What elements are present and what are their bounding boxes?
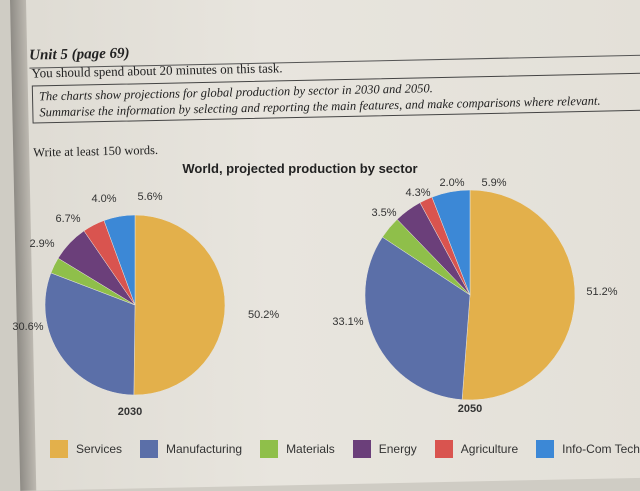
slice-label-2050-5: 5.9%: [481, 177, 506, 189]
slice-label-2050-4: 2.0%: [439, 177, 464, 189]
chart-legend: Services Manufacturing Materials Energy Agri…: [50, 440, 640, 458]
legend-item-services: Services: [50, 440, 122, 458]
legend-swatch: [352, 440, 371, 458]
slice-label-2050-1: 33.1%: [332, 316, 363, 328]
pie-slice-2030-services: [133, 214, 226, 396]
pie-slice-2050-services: [461, 189, 576, 401]
legend-label: Agriculture: [460, 442, 519, 456]
legend-label: Materials: [286, 442, 335, 456]
slice-label-2050-3: 4.3%: [405, 187, 430, 199]
legend-label: Services: [76, 442, 123, 456]
chart-title: World, projected production by sector: [182, 161, 417, 176]
legend-item-agriculture: Agriculture: [434, 440, 519, 458]
slice-label-2030-3: 6.7%: [55, 213, 80, 225]
legend-swatch: [140, 440, 159, 458]
slice-label-2050-0: 51.2%: [586, 286, 617, 298]
slice-label-2030-0: 50.2%: [248, 309, 279, 321]
legend-swatch: [260, 440, 279, 458]
slice-label-2030-4: 4.0%: [91, 193, 116, 205]
legend-swatch: [434, 440, 453, 458]
legend-label: Info-Com Tech: [562, 442, 640, 456]
legend-label: Manufacturing: [166, 442, 243, 456]
legend-item-manufacturing: Manufacturing: [140, 440, 242, 458]
pie-year-label-2050: 2050: [458, 403, 482, 415]
legend-item-materials: Materials: [260, 440, 335, 458]
pie-slice-2030-manufacturing: [44, 272, 136, 396]
legend-swatch: [50, 440, 68, 458]
slice-label-2030-1: 30.6%: [12, 321, 43, 333]
pie-slice-2050-info-com-tech: [431, 189, 471, 296]
legend-label: Energy: [378, 442, 417, 456]
legend-item-info-com-tech: Info-Com Tech: [536, 440, 640, 458]
slice-label-2030-5: 5.6%: [137, 191, 162, 203]
slice-label-2030-2: 2.9%: [29, 238, 54, 250]
pie-slice-2030-info-com-tech: [103, 214, 136, 306]
slice-label-2050-2: 3.5%: [371, 207, 396, 219]
pie-year-label-2030: 2030: [118, 406, 142, 418]
legend-swatch: [536, 440, 555, 458]
legend-item-energy: Energy: [352, 440, 417, 458]
